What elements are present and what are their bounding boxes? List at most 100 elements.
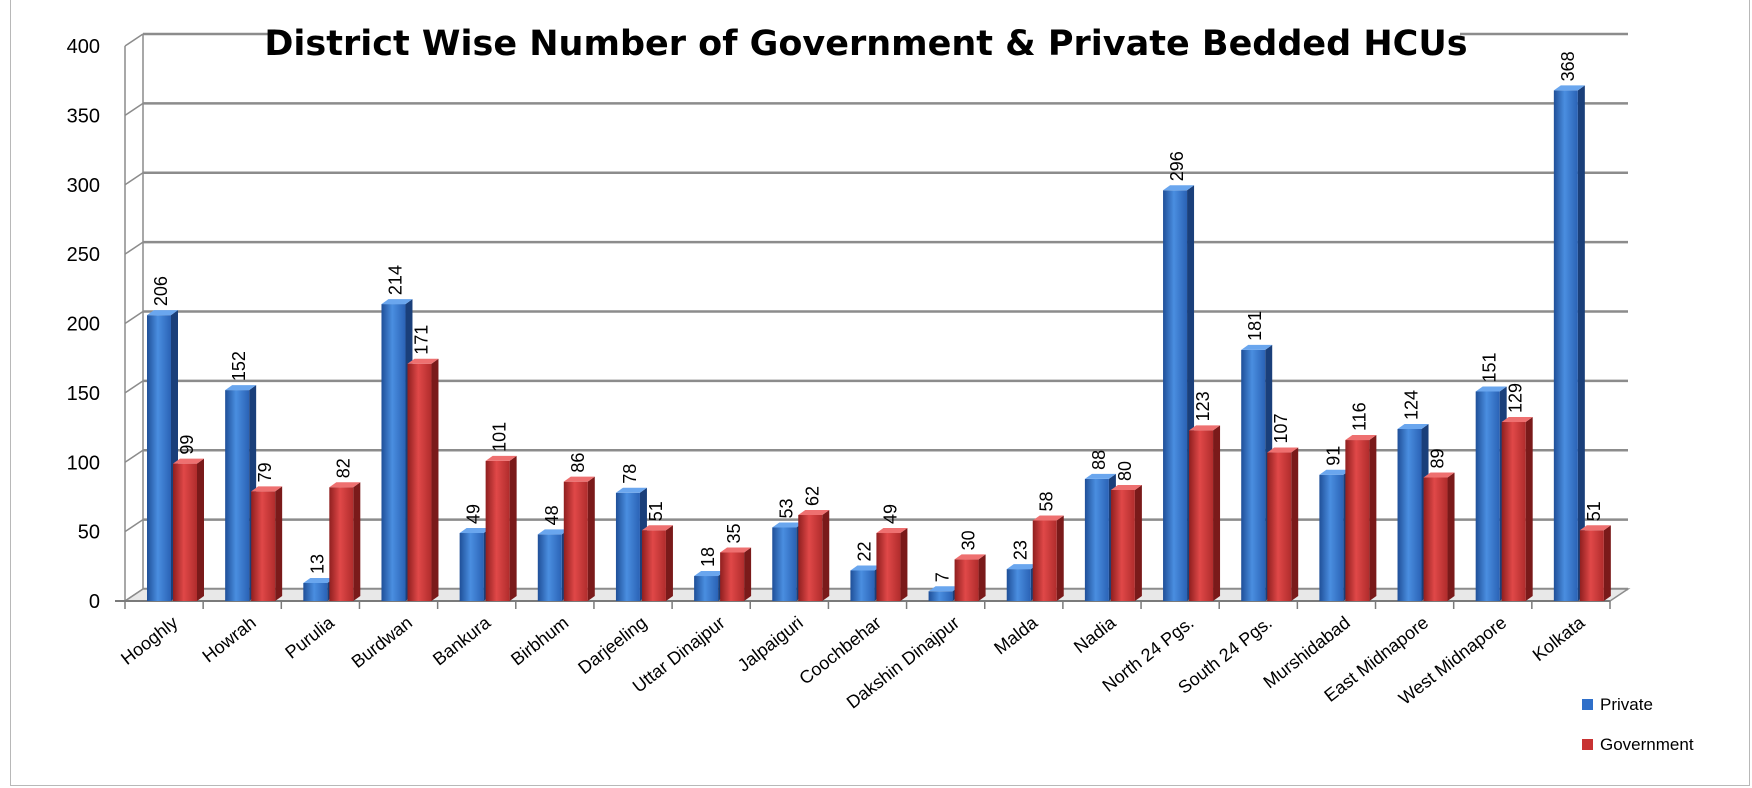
data-label: 23: [1011, 540, 1031, 560]
category-label: Nadia: [1070, 612, 1120, 657]
data-label: 101: [490, 422, 510, 452]
data-label: 82: [333, 458, 353, 478]
bar-government-top: [329, 482, 361, 488]
gridline-side: [124, 519, 144, 533]
bar-private-top: [1397, 423, 1429, 429]
data-label: 123: [1193, 391, 1213, 421]
y-tick-label: 200: [67, 314, 100, 336]
legend-label-government: Government: [1600, 735, 1694, 754]
category-label: Bankura: [429, 612, 495, 670]
chart-title: District Wise Number of Government & Pri…: [264, 24, 1467, 64]
bar-private-top: [225, 385, 257, 391]
data-label: 58: [1037, 491, 1057, 511]
bar-government-side: [275, 486, 283, 601]
y-tick-label: 250: [67, 244, 100, 266]
bar-government: [1189, 430, 1214, 601]
bar-government-top: [1267, 447, 1299, 453]
bar-private-top: [303, 577, 335, 583]
y-tick-label: 50: [78, 522, 100, 544]
bar-private: [1397, 428, 1422, 601]
bar-private-top: [1553, 85, 1585, 91]
data-label: 91: [1323, 446, 1343, 466]
gridline-side: [124, 102, 144, 116]
bar-government: [876, 533, 901, 601]
gridline-side: [124, 172, 144, 186]
bar-government-top: [1501, 417, 1533, 423]
bar-private: [1006, 569, 1031, 601]
bar-government-top: [1110, 485, 1142, 490]
bar-government: [798, 514, 823, 601]
data-labels: 206 99 152 79 13 82 214 171 49 101 48 86 78 51 18 35 53 6…: [151, 51, 1604, 582]
bar-government: [173, 463, 197, 601]
y-tick-label: 400: [67, 36, 100, 58]
category-label: Malda: [990, 612, 1042, 659]
data-label: 116: [1349, 402, 1369, 431]
bar-private: [694, 576, 719, 601]
gridline-side: [124, 33, 144, 47]
bar-government-side: [822, 509, 830, 601]
bar-government-top: [1579, 525, 1611, 531]
data-label: 22: [854, 541, 874, 561]
category-label: Birbhum: [507, 612, 572, 669]
bar-private-top: [147, 310, 178, 316]
bar-government-top: [1032, 515, 1064, 521]
data-label: 13: [307, 554, 327, 574]
bar-government-side: [665, 525, 673, 601]
y-tick-label: 300: [67, 175, 100, 197]
bar-government: [641, 530, 666, 601]
bar-government-top: [954, 554, 986, 560]
bar-government-side: [900, 528, 908, 601]
bar-government: [1267, 452, 1292, 601]
bar-government-top: [407, 358, 439, 364]
data-label: 124: [1402, 390, 1422, 420]
bar-government: [485, 460, 510, 601]
data-label: 296: [1167, 151, 1187, 181]
bar-private-top: [1163, 185, 1195, 191]
legend: Private Government: [1582, 695, 1694, 754]
bar-government: [563, 481, 588, 601]
bar-private-top: [1006, 564, 1038, 570]
bar-private-top: [459, 528, 491, 534]
bar-private: [772, 527, 797, 601]
category-labels: Hooghly Howrah Purulia Burdwan Bankura Birbhu…: [117, 612, 1589, 713]
bar-government-top: [173, 458, 204, 464]
category-label: Purulia: [281, 612, 338, 663]
data-label: 99: [177, 435, 197, 455]
bar-government-side: [1525, 417, 1533, 601]
bar-government-side: [1447, 472, 1455, 601]
bar-private-side: [1577, 85, 1585, 601]
category-label: Kolkata: [1529, 612, 1589, 665]
bar-government-top: [720, 547, 752, 553]
data-label: 368: [1558, 51, 1578, 81]
bar-government: [1032, 520, 1057, 601]
data-label: 107: [1271, 413, 1291, 443]
data-label: 7: [933, 572, 953, 582]
data-label: 49: [880, 504, 900, 524]
bar-private-top: [1241, 344, 1273, 350]
title-background: [270, 20, 1460, 66]
data-label: 88: [1089, 450, 1109, 470]
category-label: Burdwan: [348, 612, 416, 672]
data-label: 51: [1584, 501, 1604, 521]
data-label: 18: [698, 547, 718, 567]
bar-private: [850, 570, 875, 601]
data-label: 53: [776, 498, 796, 518]
bar-private-top: [694, 571, 726, 577]
bar-government-side: [1134, 485, 1142, 601]
bar-government-side: [197, 458, 204, 601]
data-label: 171: [411, 325, 431, 355]
bar-private: [147, 315, 171, 601]
legend-swatch-private: [1582, 699, 1593, 710]
bar-private-top: [772, 522, 804, 528]
bar-government-side: [431, 358, 439, 601]
bar-government: [720, 552, 745, 601]
y-tick-label: 350: [67, 105, 100, 127]
data-label: 35: [724, 523, 744, 543]
axes: 0 50 100 150 200 250 300 350 400: [67, 34, 1631, 613]
bar-government-side: [353, 482, 361, 601]
bar-government: [1423, 477, 1448, 601]
bar-private: [225, 390, 250, 601]
bar-private: [1084, 478, 1109, 601]
data-label: 151: [1480, 352, 1500, 382]
